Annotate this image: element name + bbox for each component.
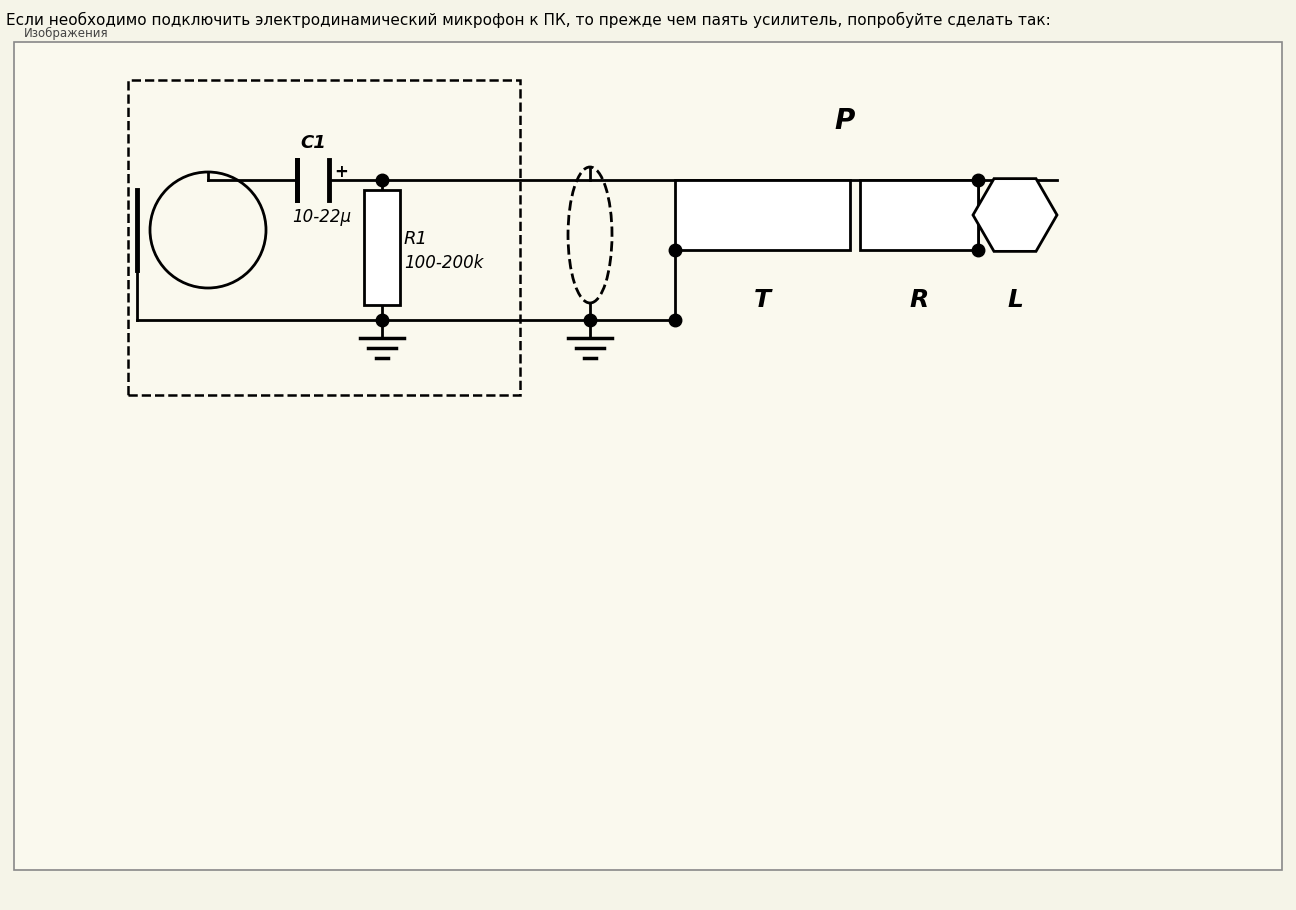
Text: 10-22μ: 10-22μ [292,208,351,226]
Text: R: R [910,288,929,312]
Text: R1: R1 [404,230,428,248]
Polygon shape [973,178,1058,251]
Bar [128,80,520,395]
Text: C1: C1 [301,134,325,152]
Bar [364,190,400,305]
Bar [861,180,978,250]
Text: P: P [835,107,855,135]
Text: +: + [334,163,347,181]
Text: 100-200k: 100-200k [404,255,483,272]
Text: Если необходимо подключить электродинамический микрофон к ПК, то прежде чем паят: Если необходимо подключить электродинами… [6,12,1051,28]
Text: Изображения: Изображения [25,27,109,40]
Bar [675,180,850,250]
Text: T: T [754,288,771,312]
Text: L: L [1007,288,1023,312]
